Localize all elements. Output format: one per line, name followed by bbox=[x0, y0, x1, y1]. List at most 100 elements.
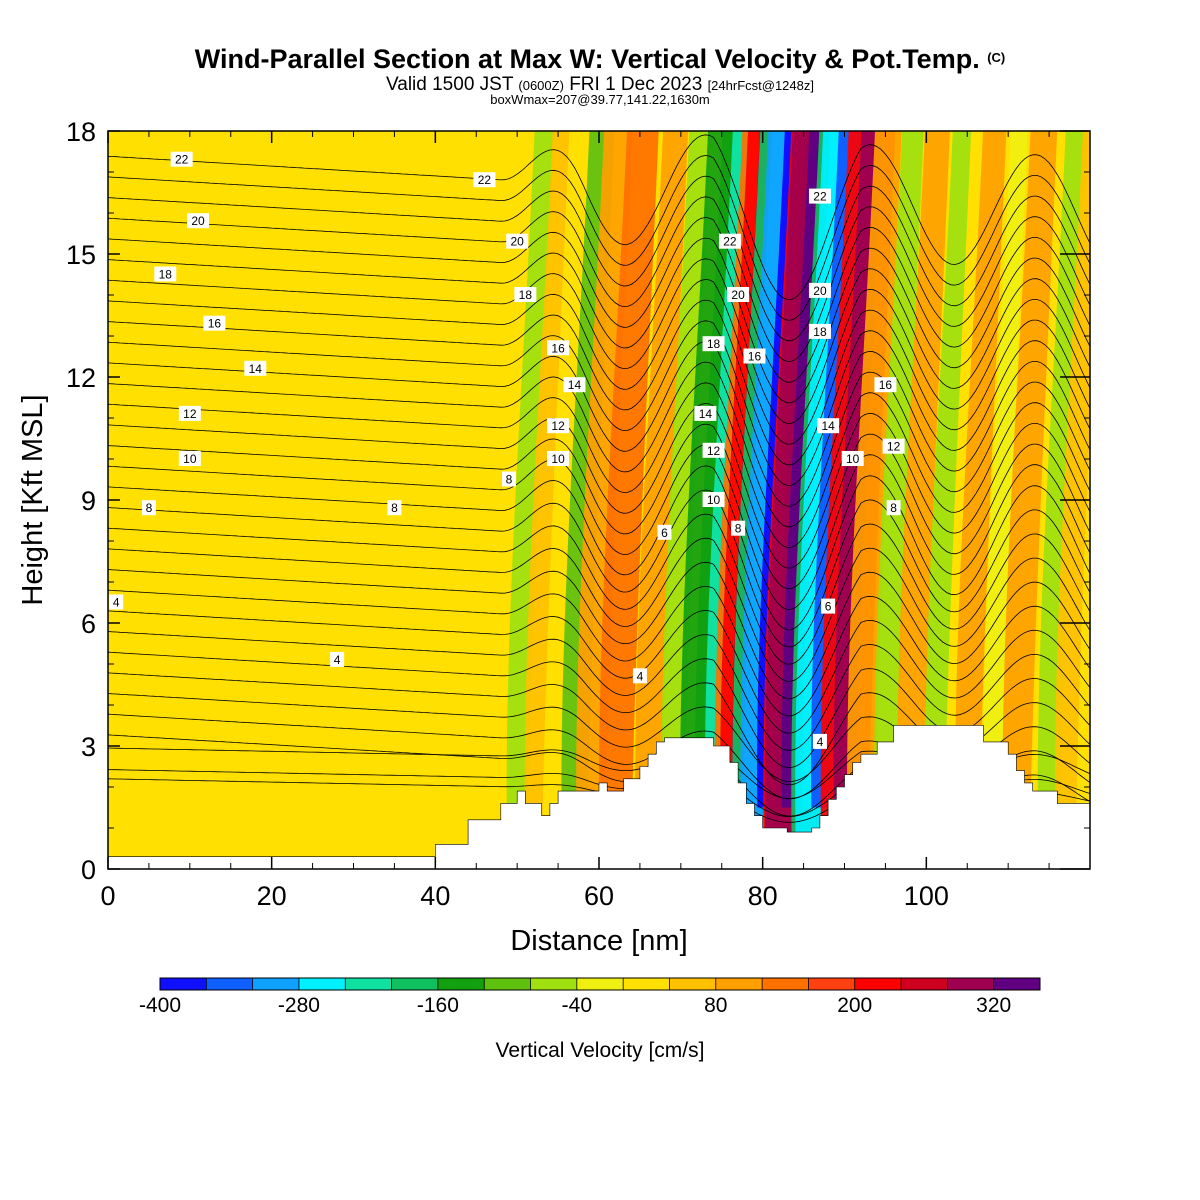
contour-label-text: 4 bbox=[113, 596, 120, 610]
velocity-band bbox=[874, 131, 924, 849]
y-tick-label: 15 bbox=[66, 240, 96, 270]
contour-label: 10 bbox=[178, 451, 201, 466]
contour-label-text: 16 bbox=[208, 317, 222, 331]
contour-label-box bbox=[702, 336, 725, 352]
x-tick-label: 0 bbox=[100, 881, 115, 911]
theta-isoline bbox=[108, 134, 1090, 300]
contour-label-box bbox=[547, 340, 570, 356]
contour-label: 18 bbox=[514, 287, 537, 302]
contour-label-box bbox=[506, 233, 529, 249]
contour-label-box bbox=[882, 438, 905, 454]
theta-isoline bbox=[108, 237, 1090, 404]
colorbar-tick-label: 320 bbox=[976, 994, 1011, 1017]
contour-label-text: 20 bbox=[731, 288, 745, 302]
velocity-band bbox=[599, 131, 659, 849]
contour-label-box bbox=[886, 500, 901, 516]
theta-isoline bbox=[108, 320, 1090, 486]
contour-label-text: 20 bbox=[510, 235, 524, 249]
contour-label: 18 bbox=[702, 336, 725, 352]
colorbar-frame bbox=[159, 977, 1041, 991]
contour-label: 12 bbox=[702, 442, 725, 458]
contour-label-box bbox=[514, 287, 537, 302]
contour-label-box bbox=[808, 323, 831, 339]
colorbar-tick-label: 200 bbox=[837, 994, 872, 1017]
theta-isoline bbox=[108, 537, 1090, 682]
colorbar-swatch bbox=[576, 978, 624, 990]
contour-label: 8 bbox=[731, 520, 746, 536]
valid-time-prefix: Valid 1500 JST bbox=[386, 74, 514, 95]
contour-label-text: 18 bbox=[813, 325, 827, 339]
velocity-band bbox=[524, 131, 570, 849]
contour-label-box bbox=[702, 442, 725, 458]
contour-label-box bbox=[702, 492, 725, 507]
contour-label-text: 16 bbox=[551, 341, 565, 355]
contour-label-box bbox=[727, 287, 750, 302]
x-tick-label: 20 bbox=[257, 881, 287, 911]
contour-label-box bbox=[694, 405, 717, 421]
contour-label-text: 14 bbox=[249, 362, 263, 376]
velocity-band bbox=[847, 131, 902, 849]
contour-label: 10 bbox=[547, 451, 570, 466]
velocity-band bbox=[635, 131, 689, 849]
theta-isoline bbox=[108, 403, 1090, 569]
contour-label: 14 bbox=[244, 360, 267, 376]
x-tick-label: 60 bbox=[584, 881, 614, 911]
contour-label-text: 10 bbox=[183, 452, 197, 466]
contour-label: 18 bbox=[154, 266, 177, 282]
contour-label: 22 bbox=[718, 233, 741, 249]
velocity-band bbox=[1054, 131, 1090, 849]
contour-label-box bbox=[547, 418, 570, 434]
velocity-band bbox=[506, 131, 555, 849]
y-tick-label: 18 bbox=[66, 117, 96, 147]
contour-label: 14 bbox=[563, 377, 586, 393]
contour-label-box bbox=[743, 348, 766, 364]
y-tick-label: 6 bbox=[81, 609, 96, 639]
contour-labels: 4 4 4 4 6 6 8 8 8 8 8 10 10 10 10 12 12 12 12 14 14 14 14 16 16 1… bbox=[109, 151, 905, 749]
terrain-mask bbox=[107, 725, 1091, 870]
contour-label-text: 18 bbox=[519, 288, 533, 302]
contour-label: 22 bbox=[170, 151, 193, 167]
theta-isoline bbox=[108, 513, 1090, 665]
axes: 0 20 40 60 80 100 0 3 6 9 12 15 18 bbox=[66, 117, 1090, 911]
contour-label-box bbox=[109, 594, 124, 610]
contour-label-text: 8 bbox=[146, 501, 153, 515]
colorbar-swatch bbox=[530, 978, 578, 990]
contour-label-box bbox=[141, 500, 156, 516]
contour-label-box bbox=[731, 520, 746, 536]
y-tick-label: 9 bbox=[81, 486, 96, 516]
contour-label-text: 10 bbox=[846, 452, 860, 466]
contour-label: 14 bbox=[694, 405, 717, 421]
copyright-mark: (C) bbox=[987, 50, 1006, 65]
contour-label: 16 bbox=[874, 377, 897, 393]
contour-label-text: 4 bbox=[637, 669, 644, 683]
contour-label: 8 bbox=[387, 500, 402, 516]
colorbar-swatch bbox=[762, 978, 809, 990]
contour-label: 20 bbox=[808, 282, 831, 298]
contour-label: 12 bbox=[882, 438, 905, 454]
colorbar-label: Vertical Velocity [cm/s] bbox=[496, 1039, 705, 1062]
theta-isoline bbox=[108, 631, 1090, 751]
contour-label-box bbox=[563, 377, 586, 393]
contour-label-text: 14 bbox=[568, 378, 582, 392]
chart-title-text: Wind-Parallel Section at Max W: Vertical… bbox=[194, 44, 980, 74]
y-tick-label: 3 bbox=[81, 732, 96, 762]
valid-time-line: Valid 1500 JST (0600Z) FRI 1 Dec 2023 [2… bbox=[0, 74, 1200, 96]
x-tick-label: 80 bbox=[748, 881, 778, 911]
box-wmax-info: boxWmax=207@39.77,141.22,1630m bbox=[490, 92, 710, 107]
forecast-info: [24hrFcst@1248z] bbox=[707, 78, 814, 93]
contour-label-text: 12 bbox=[887, 440, 901, 454]
theta-isoline bbox=[108, 361, 1090, 528]
theta-isoline bbox=[108, 155, 1090, 321]
colorbar-tick-label: -40 bbox=[562, 994, 592, 1017]
contour-label-text: 22 bbox=[478, 173, 492, 187]
velocity-band bbox=[661, 131, 711, 849]
chart-title: Wind-Parallel Section at Max W: Vertical… bbox=[0, 44, 1200, 75]
colorbar-swatch bbox=[484, 978, 532, 990]
theta-isoline bbox=[108, 279, 1090, 445]
contour-label: 16 bbox=[547, 340, 570, 356]
theta-isoline bbox=[108, 561, 1090, 699]
theta-isoline bbox=[108, 423, 1090, 590]
contour-label-box bbox=[387, 500, 402, 516]
contour-label: 22 bbox=[808, 188, 831, 204]
theta-isoline bbox=[108, 465, 1090, 631]
